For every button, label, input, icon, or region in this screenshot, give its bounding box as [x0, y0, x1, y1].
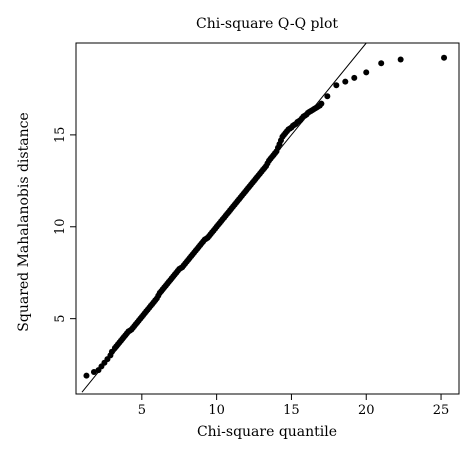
y-tick-label: 10: [53, 218, 68, 235]
data-point: [324, 93, 331, 100]
chart-title: Chi-square Q-Q plot: [196, 16, 338, 32]
x-axis-label: Chi-square quantile: [197, 424, 337, 440]
data-point: [441, 54, 448, 61]
x-tick-label: 25: [433, 403, 450, 418]
x-tick-label: 20: [358, 403, 375, 418]
y-tick-label: 5: [53, 315, 68, 323]
data-point: [90, 368, 97, 375]
data-point: [351, 74, 358, 81]
x-tick-label: 15: [283, 403, 300, 418]
x-tick-label: 5: [138, 403, 146, 418]
y-axis-label: Squared Mahalanobis distance: [16, 112, 32, 331]
y-tick-label: 15: [53, 127, 68, 144]
data-point: [342, 78, 349, 85]
data-point: [397, 56, 404, 63]
data-point: [83, 372, 90, 379]
data-point: [363, 69, 370, 76]
x-tick-label: 10: [208, 403, 225, 418]
data-point: [378, 60, 385, 67]
data-point: [318, 100, 325, 107]
data-point: [333, 82, 340, 89]
plot-frame: [75, 42, 460, 395]
plot-area: 5 10 15 20 25 5 10 15: [53, 42, 460, 418]
